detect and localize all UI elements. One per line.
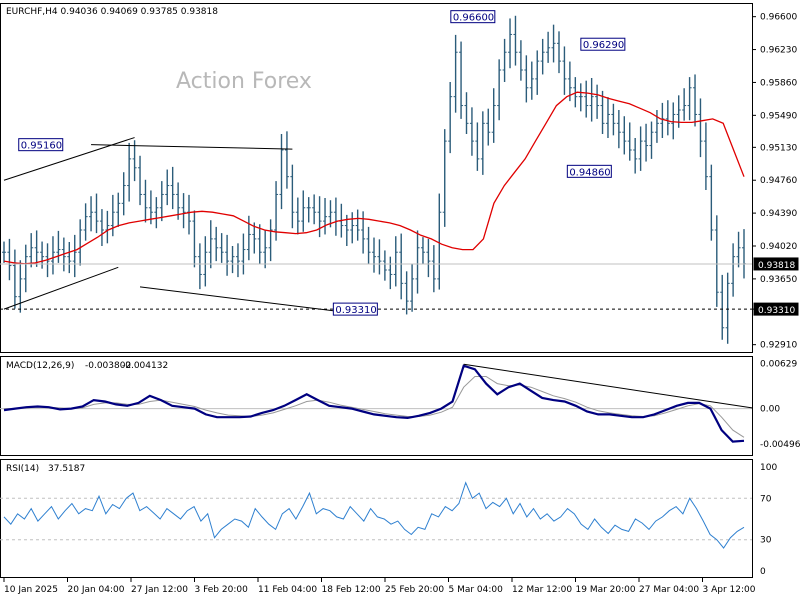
price-axis-label: 0.94020: [760, 242, 797, 252]
time-axis-label: 5 Mar 04:00: [449, 585, 504, 595]
rsi-value: 37.5187: [48, 464, 85, 474]
watermark-text: Action Forex: [176, 69, 312, 94]
time-axis-label: 27 Mar 04:00: [639, 585, 699, 595]
price-axis-label: 0.92910: [760, 341, 797, 351]
time-axis-label: 11 Feb 04:00: [258, 585, 317, 595]
price-axis-label: 0.96600: [760, 13, 797, 23]
time-axis-label: 3 Feb 20:00: [195, 585, 249, 595]
time-axis-label: 19 Mar 20:00: [576, 585, 636, 595]
rsi-axis-label: 100: [760, 463, 777, 473]
macd-signal-line: [4, 376, 745, 438]
rsi-layer: [0, 481, 752, 549]
rsi-line: [3, 481, 745, 549]
current-price-label: 0.93818: [758, 261, 795, 271]
price-axis-label: 0.93650: [760, 275, 797, 285]
rsi-panel-frame: [0, 459, 753, 578]
time-axis-label: 3 Apr 12:00: [703, 585, 756, 595]
price-axis-label: 0.95490: [760, 111, 797, 121]
current-price-tag: [753, 257, 799, 271]
macd-panel-frame: [0, 356, 753, 456]
time-axis-label: 12 Mar 12:00: [512, 585, 572, 595]
macd-line: [3, 364, 745, 443]
price-axis-label: 0.94760: [760, 176, 797, 186]
price-label-094860-box: [566, 164, 612, 178]
price-label-094860: 0.94860: [569, 167, 610, 178]
price-axis-label: 0.94390: [760, 209, 797, 219]
macd-axis-label: 0.00629: [760, 360, 797, 370]
price-label-095160-box: [18, 138, 64, 152]
time-axis-label: 18 Feb 12:00: [322, 585, 381, 595]
moving-average-line: [3, 91, 745, 265]
macd-trend-line: [463, 363, 753, 409]
axis-layer: 0.96600 0.96230 0.95860 0.95490 0.95130 0.947…: [3, 13, 800, 595]
macd-axis-label: 0.00: [760, 405, 780, 415]
price-axis-label: 0.95860: [760, 78, 797, 88]
rsi-axis-label: 70: [760, 494, 772, 504]
rsi-axis-label: 0: [760, 567, 766, 577]
time-axis-label: 10 Jan 2025: [4, 585, 58, 595]
triangle-lower-line: [139, 286, 342, 313]
rsi-title: RSI(14): [6, 464, 39, 474]
price-label-093310-box: [332, 302, 378, 316]
price-label-093310: 0.93310: [335, 305, 376, 316]
price-label-096600: 0.96600: [453, 13, 494, 24]
price-axis-label: 0.95130: [760, 143, 797, 153]
macd-axis-label: -0.004965: [760, 440, 800, 450]
rsi-axis-label: 30: [760, 536, 772, 546]
time-axis-label: 25 Feb 20:00: [385, 585, 444, 595]
lower-channel-line: [3, 266, 119, 310]
main-panel-frame: [0, 3, 753, 353]
main-price-layer: 0.95160 0.93310 0.96600 0.96290 0.94860: [0, 10, 752, 344]
support-price-label: 0.93310: [758, 306, 795, 316]
triangle-upper-line: [91, 144, 293, 150]
price-axis-label: 0.96230: [760, 46, 797, 56]
price-label-095160: 0.95160: [21, 141, 62, 152]
symbol-header: EURCHF,H4 0.94036 0.94069 0.93785 0.9381…: [6, 7, 218, 17]
macd-title: MACD(12,26,9): [6, 361, 74, 371]
price-label-096290: 0.96290: [583, 40, 624, 51]
macd-value-2: -0.004132: [122, 361, 168, 371]
price-label-096290-box: [580, 37, 626, 51]
price-label-096600-box: [450, 10, 496, 24]
time-axis-label: 20 Jan 04:00: [68, 585, 125, 595]
macd-value-1: -0.003802: [85, 361, 131, 371]
macd-layer: [0, 363, 753, 443]
time-axis-label: 27 Jan 12:00: [131, 585, 188, 595]
support-price-tag: [753, 302, 799, 316]
